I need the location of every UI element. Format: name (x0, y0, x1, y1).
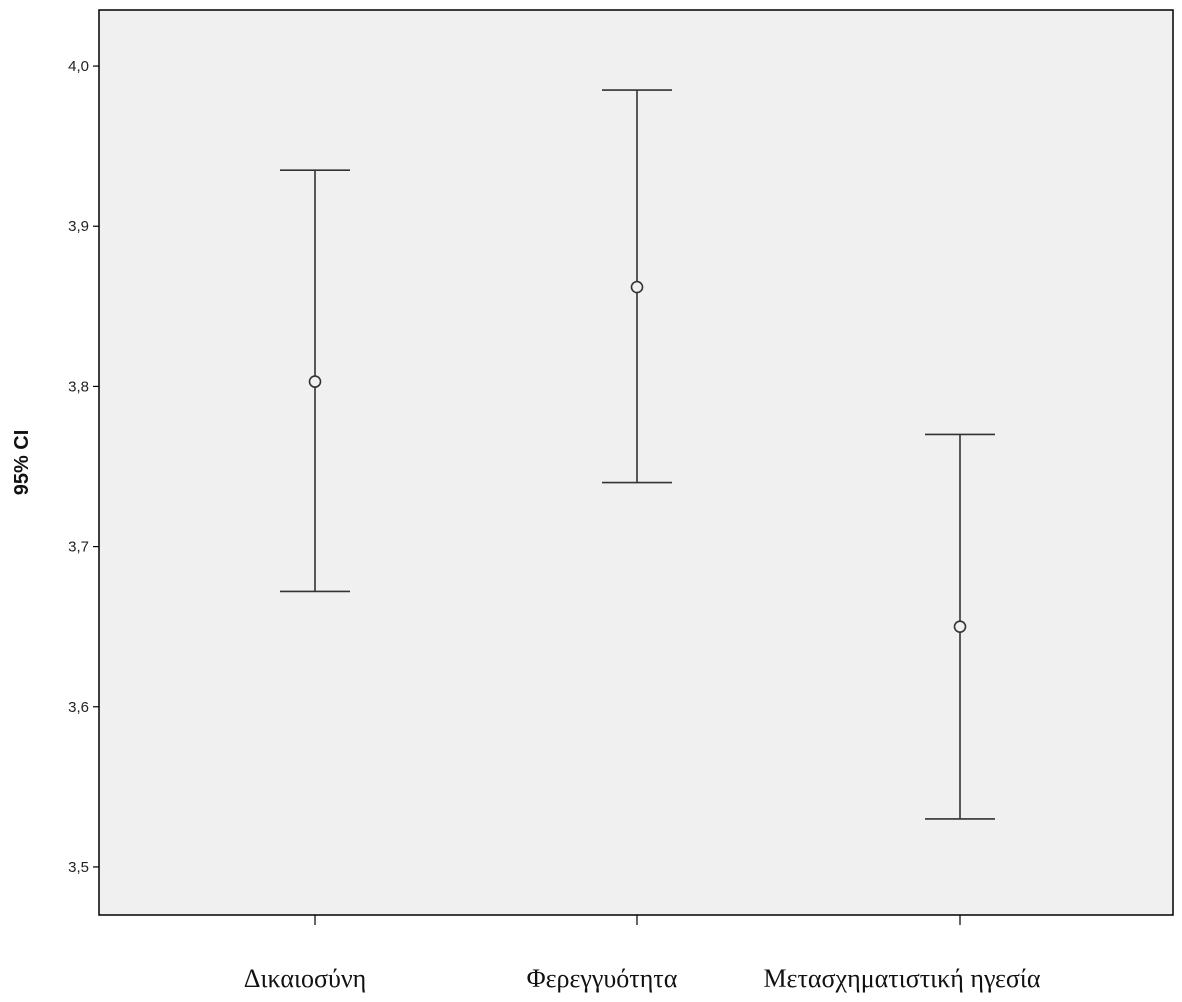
y-tick-label: 3,6 (68, 699, 89, 716)
x-category-label: Μετασχηματιστική ηγεσία (763, 964, 1040, 993)
y-tick-label: 3,8 (68, 378, 89, 395)
y-tick-label: 3,9 (68, 218, 89, 235)
x-category-label: Φερεγγυότητα (527, 964, 678, 993)
x-category-label: Δικαιοσύνη (244, 964, 366, 993)
y-axis-ticks: 3,5 3,6 3,7 3,8 3,9 4,0 (68, 58, 99, 876)
y-axis-label: 95% CI (11, 430, 33, 496)
error-bars (280, 89, 995, 820)
mean-point (308, 375, 322, 388)
y-tick-label: 4,0 (68, 58, 89, 75)
plot-area (98, 9, 1174, 916)
mean-point (953, 620, 967, 633)
mean-point (630, 280, 644, 294)
x-axis-category-labels: Δικαιοσύνη Φερεγγυότητα Μετασχηματιστική η… (244, 964, 1041, 993)
y-tick-label: 3,5 (68, 859, 89, 876)
x-axis-ticks (314, 915, 961, 925)
y-tick-label: 3,7 (68, 539, 89, 556)
